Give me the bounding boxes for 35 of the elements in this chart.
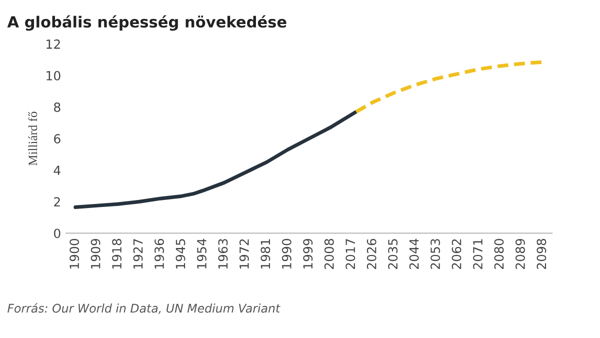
x-tick-label: 2053 — [430, 239, 440, 269]
x-tick-label: 1945 — [176, 239, 186, 269]
x-tick-label: 1927 — [133, 239, 143, 269]
x-tick-label: 2098 — [536, 238, 546, 269]
x-tick-label: 2026 — [366, 238, 376, 269]
x-tick-label: 1909 — [90, 238, 100, 269]
x-tick-label: 2008 — [324, 238, 334, 269]
x-tick-label: 1900 — [70, 238, 80, 269]
y-tick-label: 8 — [54, 102, 60, 112]
x-tick-label: 2017 — [346, 239, 356, 269]
y-axis-title: Milliárd fő — [28, 112, 38, 166]
text: Forrás: Our World in Data, UN Medium Variant — [8, 303, 280, 314]
chart-title: A globális népesség növekedése — [7, 15, 286, 31]
x-tick-label: 1918 — [112, 238, 122, 269]
y-tick-label: 2 — [54, 197, 60, 206]
x-tick-label: 2071 — [473, 239, 482, 269]
line-series — [74, 110, 358, 209]
x-tick-label: 2080 — [494, 238, 504, 269]
x-tick-label: 1999 — [303, 238, 313, 269]
y-tick-label: 12 — [46, 39, 60, 49]
x-tick-label: 2062 — [452, 239, 462, 269]
x-tick-label: 2044 — [409, 238, 419, 269]
y-tick-label: 0 — [54, 228, 60, 238]
line-series — [354, 60, 544, 114]
x-tick-label: 1990 — [282, 238, 292, 269]
y-tick-label: 6 — [54, 134, 60, 144]
x-tick-label: 1954 — [197, 238, 206, 269]
y-tick-label: 4 — [54, 166, 60, 175]
x-tick-label: 1936 — [154, 238, 164, 269]
x-tick-label: 1963 — [218, 239, 228, 269]
x-tick-label: 2035 — [388, 239, 398, 269]
x-tick-label: 1972 — [239, 239, 249, 269]
x-tick-label: 2089 — [516, 238, 525, 269]
y-tick-label: 10 — [46, 70, 60, 80]
x-tick-label: 1981 — [260, 239, 270, 269]
